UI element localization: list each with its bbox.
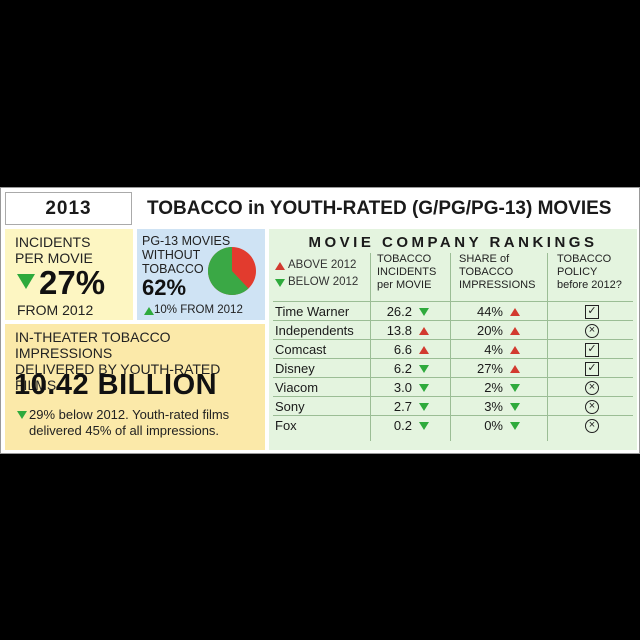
share-of-impressions: 20% <box>476 323 503 338</box>
col-header-incidents-line3: per MOVIE <box>377 279 432 291</box>
down-arrow-icon <box>419 384 429 392</box>
incidents-label-line1: INCIDENTS <box>15 234 91 250</box>
company-name: Independents <box>275 323 354 338</box>
column-divider <box>450 253 451 441</box>
col-header-incidents-line1: TOBACCO <box>377 253 432 265</box>
col-header-share-line3: IMPRESSIONS <box>459 279 536 291</box>
row-divider <box>273 339 633 340</box>
pie-slice-without-tobacco <box>208 247 249 295</box>
impressions-note-line2: delivered 45% of all impressions. <box>29 423 220 438</box>
share-of-impressions: 27% <box>476 361 503 376</box>
infographic-title: TOBACCO in YOUTH-RATED (G/PG/PG-13) MOVI… <box>147 197 612 219</box>
company-name: Time Warner <box>275 304 350 319</box>
up-arrow-icon <box>510 346 520 354</box>
company-name: Comcast <box>275 342 327 357</box>
column-divider <box>547 253 548 441</box>
col-header-policy-line2: POLICY <box>557 266 598 278</box>
rankings-panel: MOVIE COMPANY RANKINGS ABOVE 2012 BELOW … <box>269 229 637 450</box>
down-arrow-icon <box>419 365 429 373</box>
incidents-panel: INCIDENTS PER MOVIE 27% FROM 2012 <box>5 229 133 320</box>
up-arrow-icon <box>510 327 520 335</box>
checkbox-checked-icon: ✓ <box>585 343 599 357</box>
share-of-impressions: 0% <box>484 418 503 433</box>
down-arrow-icon <box>510 422 520 430</box>
down-arrow-icon <box>419 422 429 430</box>
up-arrow-icon <box>419 346 429 354</box>
circle-x-icon: × <box>585 400 599 414</box>
down-arrow-icon <box>510 403 520 411</box>
incidents-per-movie: 0.2 <box>393 418 412 433</box>
col-header-incidents: TOBACCO INCIDENTS per MOVIE <box>377 253 436 292</box>
up-arrow-icon <box>510 308 520 316</box>
col-header-policy-line3: before 2012? <box>557 279 622 291</box>
legend-above: ABOVE 2012 <box>288 259 357 271</box>
company-name: Disney <box>275 361 315 376</box>
incidents-per-movie: 3.0 <box>393 380 412 395</box>
pg13-label: PG-13 MOVIES WITHOUT TOBACCO <box>142 234 230 276</box>
year-label: 2013 <box>5 192 132 225</box>
circle-x-icon: × <box>585 381 599 395</box>
pg13-label-line1: PG-13 MOVIES <box>142 234 231 248</box>
col-header-share-line2: TOBACCO <box>459 266 514 278</box>
checkbox-checked-icon: ✓ <box>585 362 599 376</box>
pie-chart-icon <box>208 247 256 295</box>
rankings-title: MOVIE COMPANY RANKINGS <box>308 234 598 251</box>
legend-below: BELOW 2012 <box>288 276 359 288</box>
row-divider <box>273 320 633 321</box>
up-arrow-icon <box>144 307 154 315</box>
company-name: Fox <box>275 418 297 433</box>
share-of-impressions: 4% <box>484 342 503 357</box>
impressions-label: IN-THEATER TOBACCO IMPRESSIONS DELIVERED… <box>15 329 265 393</box>
row-divider <box>273 301 633 302</box>
share-of-impressions: 2% <box>484 380 503 395</box>
impressions-value: 10.42 BILLION <box>14 369 218 401</box>
share-of-impressions: 44% <box>476 304 503 319</box>
up-arrow-icon <box>419 327 429 335</box>
up-arrow-icon <box>510 365 520 373</box>
col-header-share: SHARE of TOBACCO IMPRESSIONS <box>459 253 535 292</box>
row-divider <box>273 415 633 416</box>
pg13-change-label: 10% FROM 2012 <box>154 304 243 316</box>
pg13-label-line2: WITHOUT <box>142 248 201 262</box>
incidents-value: 27% <box>39 264 106 301</box>
col-header-policy: TOBACCO POLICY before 2012? <box>557 253 622 292</box>
company-name: Viacom <box>275 380 319 395</box>
column-divider <box>370 253 371 441</box>
down-arrow-icon <box>510 384 520 392</box>
down-arrow-icon <box>275 279 285 287</box>
row-divider <box>273 358 633 359</box>
col-header-share-line1: SHARE of <box>459 253 510 265</box>
impressions-label-line2: DELIVERED BY YOUTH-RATED FILMS <box>15 361 221 393</box>
row-divider <box>273 396 633 397</box>
incidents-per-movie: 2.7 <box>393 399 412 414</box>
down-arrow-icon <box>419 308 429 316</box>
down-arrow-icon <box>419 403 429 411</box>
impressions-panel: IN-THEATER TOBACCO IMPRESSIONS DELIVERED… <box>5 324 265 450</box>
incidents-from-label: FROM 2012 <box>17 302 94 318</box>
incidents-label: INCIDENTS PER MOVIE <box>15 234 93 266</box>
pg13-panel: PG-13 MOVIES WITHOUT TOBACCO 62% 10% FRO… <box>137 229 265 320</box>
incidents-label-line2: PER MOVIE <box>15 250 93 266</box>
pg13-value: 62% <box>142 275 187 300</box>
incidents-per-movie: 13.8 <box>386 323 412 338</box>
checkbox-checked-icon: ✓ <box>585 305 599 319</box>
incidents-per-movie: 6.2 <box>393 361 412 376</box>
impressions-label-line1: IN-THEATER TOBACCO IMPRESSIONS <box>15 329 171 361</box>
col-header-incidents-line2: INCIDENTS <box>377 266 437 278</box>
incidents-per-movie: 26.2 <box>386 304 412 319</box>
circle-x-icon: × <box>585 419 599 433</box>
circle-x-icon: × <box>585 324 599 338</box>
incidents-per-movie: 6.6 <box>393 342 412 357</box>
col-header-policy-line1: TOBACCO <box>557 253 612 265</box>
infographic-card: 2013 TOBACCO in YOUTH-RATED (G/PG/PG-13)… <box>0 187 640 454</box>
row-divider <box>273 377 633 378</box>
impressions-note-line1: 29% below 2012. Youth-rated films <box>29 407 230 422</box>
up-arrow-icon <box>275 262 285 270</box>
down-arrow-icon <box>17 411 27 419</box>
pg13-label-line3: TOBACCO <box>142 262 204 276</box>
company-name: Sony <box>275 399 305 414</box>
share-of-impressions: 3% <box>484 399 503 414</box>
down-arrow-icon <box>17 274 35 289</box>
